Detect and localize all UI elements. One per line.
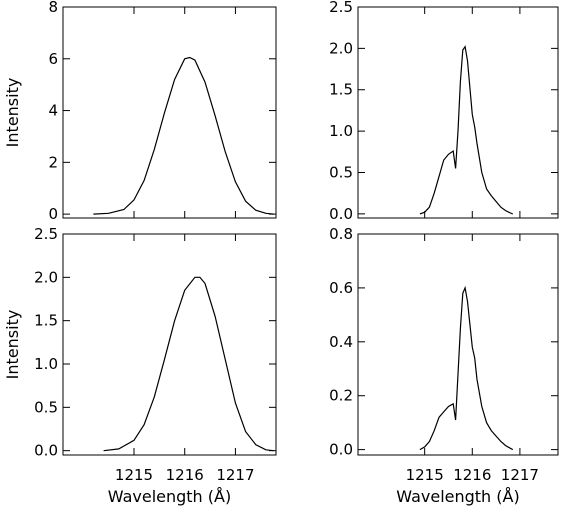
y-tick-label: 0.5 (34, 398, 58, 416)
y-tick-label: 4 (48, 102, 58, 120)
x-tick-label: 1216 (453, 466, 491, 484)
y-tick-label: 1.0 (34, 355, 58, 373)
plot-frame (62, 6, 277, 219)
x-tick-label: 1216 (166, 466, 204, 484)
y-tick-label: 2.0 (329, 39, 353, 57)
panel-bottom-right: 0.0 0.2 0.4 0.6 0.8 1215 1216 1217 Wavelength (Å… (329, 225, 559, 506)
y-tick-label: 1.0 (329, 122, 353, 140)
y-tick-label: 0.4 (329, 333, 353, 351)
y-tick-label: 0.2 (329, 387, 353, 405)
y-tick-label: 8 (48, 0, 58, 16)
y-tick-label: 0.0 (329, 441, 353, 459)
y-tick-label: 0.0 (329, 205, 353, 223)
y-axis-title: Intensity (3, 78, 22, 148)
spectrum-line (93, 56, 274, 215)
y-tick-label: 1.5 (34, 312, 58, 330)
x-tick-label: 1215 (115, 466, 153, 484)
y-tick-label: 1.5 (329, 81, 353, 99)
panel-bottom-left: 0.0 0.5 1.0 1.5 2.0 2.5 1215 1216 1217 Intensity W… (3, 225, 277, 506)
panel-top-left: 0 2 4 6 8 Intensity (3, 0, 277, 223)
y-tick-label: 2.0 (34, 268, 58, 286)
x-tick-label: 1215 (406, 466, 444, 484)
y-tick-label: 0.0 (34, 442, 58, 460)
y-axis-title: Intensity (3, 310, 22, 380)
y-tick-label: 0.8 (329, 225, 353, 243)
spectrum-line (103, 276, 274, 452)
y-tick-label: 2.5 (329, 0, 353, 16)
x-axis-title: Wavelength (Å) (396, 487, 519, 506)
spectrum-line (419, 45, 514, 215)
plot-frame (62, 233, 277, 456)
x-axis-title: Wavelength (Å) (108, 487, 231, 506)
y-tick-label: 0.5 (329, 163, 353, 181)
y-tick-label: 6 (48, 50, 58, 68)
y-tick-label: 2 (48, 153, 58, 171)
plot-frame (357, 6, 559, 219)
y-tick-label: 0.6 (329, 279, 353, 297)
plot-frame (357, 233, 559, 456)
y-tick-label: 0 (48, 205, 58, 223)
x-tick-label: 1217 (501, 466, 539, 484)
spectrum-line (419, 285, 514, 451)
x-tick-label: 1217 (216, 466, 254, 484)
panel-top-right: 0.0 0.5 1.0 1.5 2.0 2.5 (329, 0, 559, 223)
y-tick-label: 2.5 (34, 225, 58, 243)
